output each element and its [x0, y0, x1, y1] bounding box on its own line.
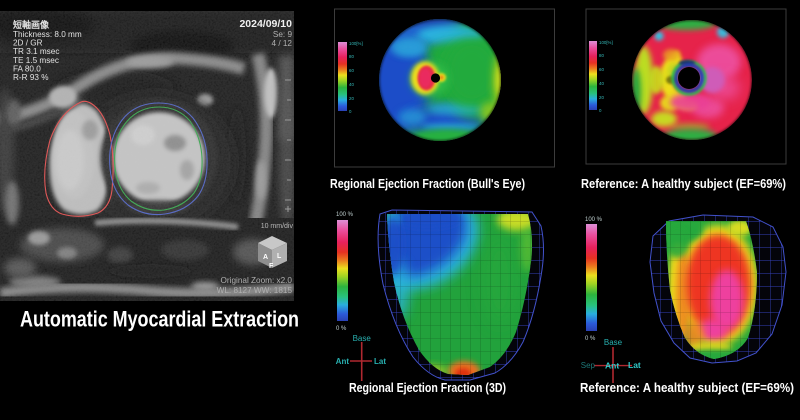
- svg-text:40: 40: [599, 81, 604, 86]
- svg-text:80: 80: [599, 53, 604, 58]
- svg-text:A: A: [263, 254, 268, 261]
- svg-text:Original Zoom: x2.0: Original Zoom: x2.0: [221, 276, 293, 285]
- svg-text:Regional Ejection Fraction (Bu: Regional Ejection Fraction (Bull's Eye): [330, 176, 525, 191]
- svg-text:Base: Base: [353, 334, 372, 343]
- svg-text:0: 0: [349, 109, 352, 114]
- svg-text:100 %: 100 %: [336, 212, 354, 218]
- svg-text:80: 80: [349, 54, 354, 59]
- svg-text:Reference: A healthy subject (: Reference: A healthy subject (EF=69%): [580, 380, 794, 395]
- svg-text:Regional Ejection Fraction (3D: Regional Ejection Fraction (3D): [349, 380, 506, 395]
- svg-text:20: 20: [599, 95, 604, 100]
- svg-text:Automatic Myocardial Extractio: Automatic Myocardial Extraction: [20, 307, 299, 332]
- svg-text:F: F: [269, 263, 274, 270]
- svg-text:4 / 12: 4 / 12: [272, 39, 293, 48]
- svg-text:Ant: Ant: [336, 357, 350, 366]
- svg-text:100[%]: 100[%]: [599, 40, 613, 45]
- svg-text:FA 80.0: FA 80.0: [13, 64, 41, 73]
- svg-text:2024/09/10: 2024/09/10: [239, 18, 292, 30]
- svg-text:R-R 93 %: R-R 93 %: [13, 73, 49, 82]
- svg-text:Se: 9: Se: 9: [273, 30, 293, 39]
- svg-text:100 %: 100 %: [585, 217, 603, 223]
- svg-text:L: L: [277, 253, 282, 260]
- svg-text:WL: 8127 WW: 1815: WL: 8127 WW: 1815: [217, 286, 293, 295]
- svg-text:0: 0: [599, 108, 602, 113]
- svg-text:Lat: Lat: [628, 360, 641, 370]
- svg-text:Base: Base: [604, 338, 623, 347]
- svg-text:Thickness: 8.0 mm: Thickness: 8.0 mm: [13, 30, 82, 39]
- svg-text:Sep: Sep: [581, 361, 596, 370]
- svg-text:短軸画像: 短軸画像: [13, 19, 50, 30]
- svg-text:Reference: A healthy subject (: Reference: A healthy subject (EF=69%): [581, 176, 786, 191]
- svg-text:40: 40: [349, 82, 354, 87]
- svg-text:Lat: Lat: [374, 357, 386, 366]
- svg-text:60: 60: [349, 68, 354, 73]
- svg-text:0 %: 0 %: [585, 336, 596, 342]
- svg-text:TE 1.5 msec: TE 1.5 msec: [13, 56, 59, 65]
- svg-text:60: 60: [599, 67, 604, 72]
- svg-text:Ant: Ant: [605, 361, 619, 371]
- svg-text:0 %: 0 %: [336, 326, 347, 332]
- svg-text:TR 3.1 msec: TR 3.1 msec: [13, 47, 59, 56]
- svg-text:10 mm/div: 10 mm/div: [261, 223, 294, 230]
- svg-text:2D / GR: 2D / GR: [13, 39, 43, 48]
- svg-text:20: 20: [349, 96, 354, 101]
- svg-text:100[%]: 100[%]: [349, 41, 363, 46]
